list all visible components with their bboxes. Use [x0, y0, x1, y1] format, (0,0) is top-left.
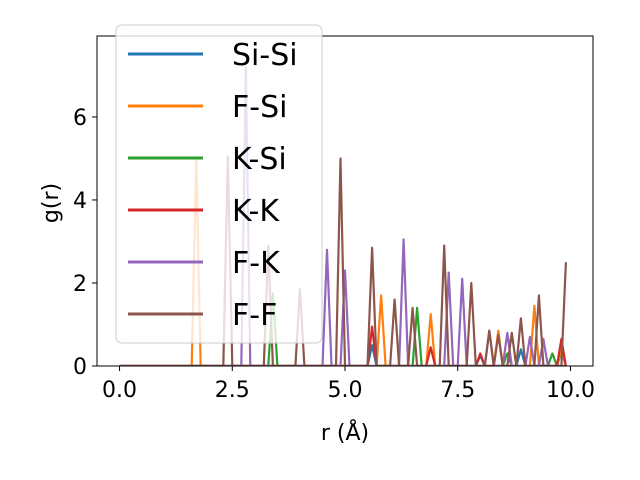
- y-axis: 0 2 4 6: [73, 106, 97, 380]
- x-tick-label: 10.0: [546, 378, 595, 403]
- x-tick-label: 7.5: [440, 378, 475, 403]
- x-tick-label: 5.0: [328, 378, 363, 403]
- y-tick-label: 2: [73, 272, 87, 297]
- series-line-si-si: [119, 344, 567, 366]
- y-tick-label: 6: [73, 106, 87, 131]
- legend-label-si-si: Si-Si: [232, 38, 298, 73]
- legend-label-k-si: K-Si: [232, 142, 287, 177]
- y-tick-label: 0: [73, 355, 87, 380]
- x-axis-label: r (Å): [321, 419, 369, 446]
- legend-label-k-k: K-K: [232, 194, 280, 229]
- legend: Si-Si F-Si K-Si K-K F-K F-F: [115, 24, 323, 344]
- series-line-f-f: [119, 155, 567, 366]
- y-axis-label: g(r): [39, 183, 64, 223]
- legend-label-f-k: F-K: [232, 246, 281, 281]
- x-axis: 0.0 2.5 5.0 7.5 10.0: [102, 366, 595, 403]
- y-tick-label: 4: [73, 189, 87, 214]
- legend-label-f-f: F-F: [232, 298, 277, 333]
- x-tick-label: 2.5: [215, 378, 250, 403]
- legend-label-f-si: F-Si: [232, 90, 287, 125]
- x-tick-label: 0.0: [102, 378, 137, 403]
